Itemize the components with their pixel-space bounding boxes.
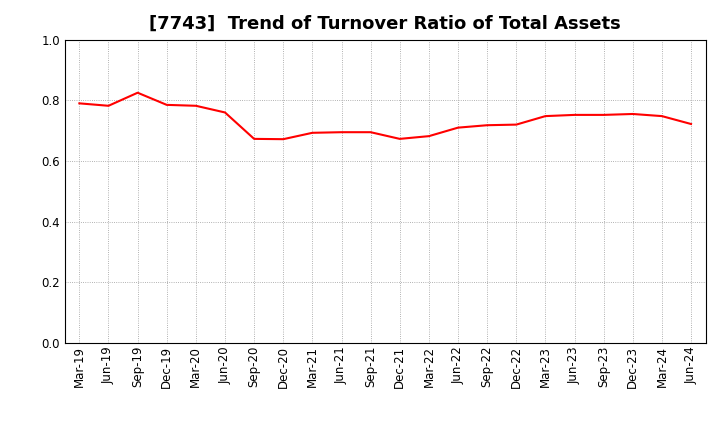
Title: [7743]  Trend of Turnover Ratio of Total Assets: [7743] Trend of Turnover Ratio of Total … — [149, 15, 621, 33]
